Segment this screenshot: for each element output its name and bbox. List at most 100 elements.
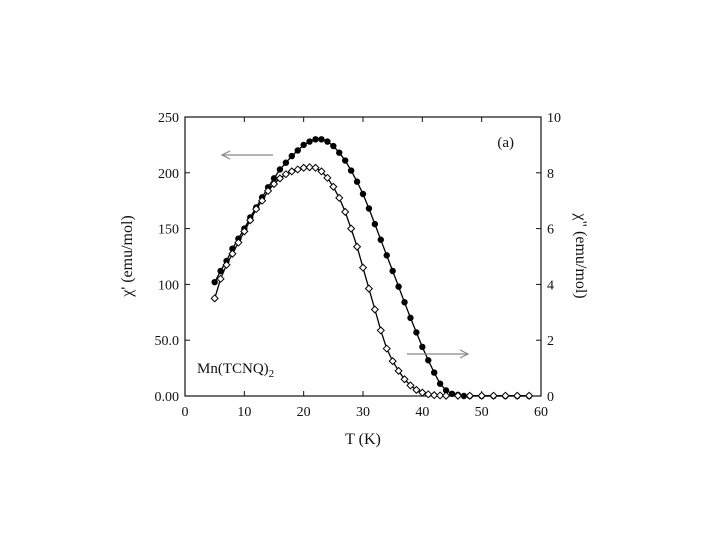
y-left-tick-label: 50.0: [155, 334, 180, 349]
data-point-chi-prime: [217, 267, 224, 275]
data-point-chi-prime: [347, 167, 355, 174]
data-point-chi-double-prime: [400, 375, 409, 384]
data-point-chi-prime: [413, 329, 420, 336]
data-point-chi-double-prime: [441, 391, 451, 400]
y-right-tick-label: 10: [547, 111, 561, 126]
data-point-chi-prime: [419, 343, 426, 351]
data-point-chi-prime: [276, 166, 284, 173]
data-point-chi-double-prime: [234, 238, 243, 247]
y-right-tick-label: 2: [547, 334, 554, 349]
data-point-chi-double-prime: [323, 173, 332, 182]
data-point-chi-prime: [336, 149, 343, 156]
x-tick-label: 10: [237, 405, 251, 420]
data-point-chi-double-prime: [210, 294, 219, 303]
data-point-chi-double-prime: [424, 390, 433, 399]
data-point-chi-prime: [431, 369, 438, 376]
data-point-chi-double-prime: [228, 249, 237, 258]
data-point-chi-double-prime: [477, 391, 486, 400]
data-point-chi-double-prime: [246, 216, 255, 225]
y-right-tick-label: 8: [547, 167, 554, 182]
data-point-chi-prime: [377, 236, 384, 243]
y-left-tick-label: 250: [158, 111, 179, 126]
data-point-chi-double-prime: [222, 260, 231, 269]
data-point-chi-prime: [425, 357, 432, 364]
axis-tick-labels: 0 10 20 30 40 50 60 0.00 50.0 100 150 200 250 0 2 4 6 8 10: [155, 111, 562, 420]
data-point-chi-prime: [436, 380, 444, 387]
data-point-chi-prime: [389, 267, 396, 275]
data-point-chi-double-prime: [370, 305, 379, 314]
compound-label: Mn(TCNQ)2: [197, 361, 274, 380]
data-point-chi-prime: [312, 136, 319, 143]
data-point-chi-double-prime: [299, 163, 308, 172]
data-point-chi-double-prime: [525, 391, 534, 400]
data-point-chi-double-prime: [358, 263, 368, 272]
data-point-chi-double-prime: [293, 165, 302, 174]
data-point-chi-prime: [460, 392, 468, 400]
plot-frame: [184, 116, 542, 397]
data-point-chi-double-prime: [305, 163, 314, 172]
x-tick-label: 50: [475, 405, 489, 420]
data-point-chi-double-prime: [489, 391, 498, 400]
data-point-chi-double-prime: [513, 391, 522, 400]
data-point-chi-double-prime: [412, 385, 421, 394]
data-point-chi-double-prime: [436, 391, 445, 400]
data-point-chi-prime: [211, 278, 218, 286]
data-point-chi-prime: [294, 147, 301, 154]
y-left-tick-label: 0.00: [155, 390, 180, 405]
data-point-chi-double-prime: [418, 388, 427, 397]
x-tick-label: 30: [356, 405, 370, 420]
x-tick-label: 60: [534, 405, 548, 420]
data-point-chi-prime: [353, 178, 361, 185]
x-tick-label: 40: [415, 405, 429, 420]
data-point-chi-prime: [342, 157, 349, 164]
data-point-chi-double-prime: [252, 204, 261, 214]
data-point-chi-prime: [288, 152, 295, 160]
data-point-chi-double-prime: [258, 196, 267, 205]
data-point-chi-double-prime: [430, 391, 439, 400]
data-point-chi-prime: [371, 220, 379, 228]
data-point-chi-double-prime: [406, 381, 415, 390]
axis-ticks: [184, 116, 542, 397]
data-point-chi-prime: [282, 159, 290, 166]
data-point-chi-double-prime: [311, 163, 320, 172]
series-line-chi-prime: [214, 138, 530, 397]
data-point-chi-double-prime: [382, 344, 391, 353]
data-point-chi-double-prime: [281, 170, 290, 179]
data-point-chi-double-prime: [216, 274, 225, 283]
data-point-chi-double-prime: [376, 326, 385, 335]
data-point-chi-prime: [383, 252, 390, 259]
data-point-chi-prime: [395, 283, 402, 290]
data-point-chi-double-prime: [388, 357, 397, 366]
data-point-chi-prime: [365, 205, 373, 212]
data-point-chi-double-prime: [347, 224, 356, 233]
data-point-chi-prime: [330, 142, 337, 150]
y-right-tick-label: 0: [547, 390, 554, 405]
y-left-tick-label: 200: [158, 167, 179, 182]
data-point-chi-double-prime: [453, 391, 463, 400]
data-point-chi-double-prime: [269, 179, 279, 189]
data-point-chi-prime: [318, 136, 325, 143]
data-point-chi-prime: [407, 314, 414, 322]
data-point-chi-double-prime: [465, 391, 474, 400]
compound-label-main: Mn(TCNQ): [197, 361, 269, 377]
data-point-chi-double-prime: [501, 391, 510, 400]
series-points: [210, 136, 534, 400]
data-point-chi-double-prime: [352, 242, 362, 251]
data-point-chi-double-prime: [287, 167, 296, 176]
data-point-chi-double-prime: [394, 366, 403, 375]
data-point-chi-double-prime: [317, 167, 326, 176]
left-axis-arrow: [220, 150, 273, 160]
series-lines: [214, 138, 530, 397]
y-right-axis-title: χ" (emu/mol): [572, 212, 589, 298]
y-right-tick-label: 4: [547, 278, 554, 293]
compound-label-subscript: 2: [269, 368, 275, 380]
data-point-chi-prime: [324, 138, 331, 145]
data-point-chi-double-prime: [341, 207, 350, 216]
data-point-chi-prime: [401, 299, 408, 306]
data-point-chi-prime: [359, 190, 367, 198]
data-point-chi-double-prime: [364, 284, 374, 293]
data-point-chi-double-prime: [329, 182, 338, 191]
x-tick-label: 0: [182, 405, 189, 420]
data-point-chi-prime: [448, 390, 456, 397]
